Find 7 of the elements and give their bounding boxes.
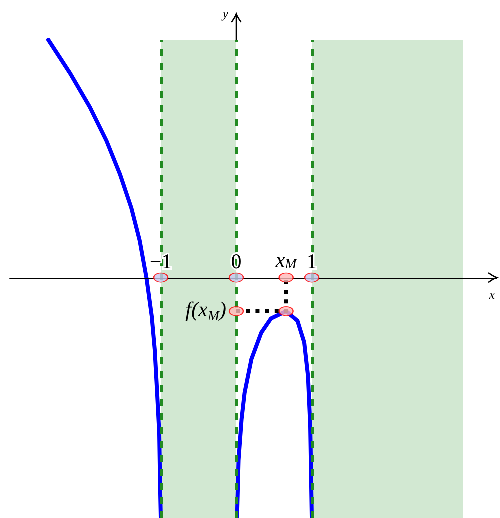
y-axis-title: y	[220, 6, 229, 21]
x-tick-label: 0	[231, 249, 242, 274]
x-tick-label: 1	[306, 249, 318, 274]
x-tick-label: −1	[150, 249, 172, 274]
annotation: f(x$_{M}$)	[186, 298, 226, 325]
x-tick-label: xM	[274, 248, 298, 272]
x-axis-title: x	[488, 286, 496, 302]
